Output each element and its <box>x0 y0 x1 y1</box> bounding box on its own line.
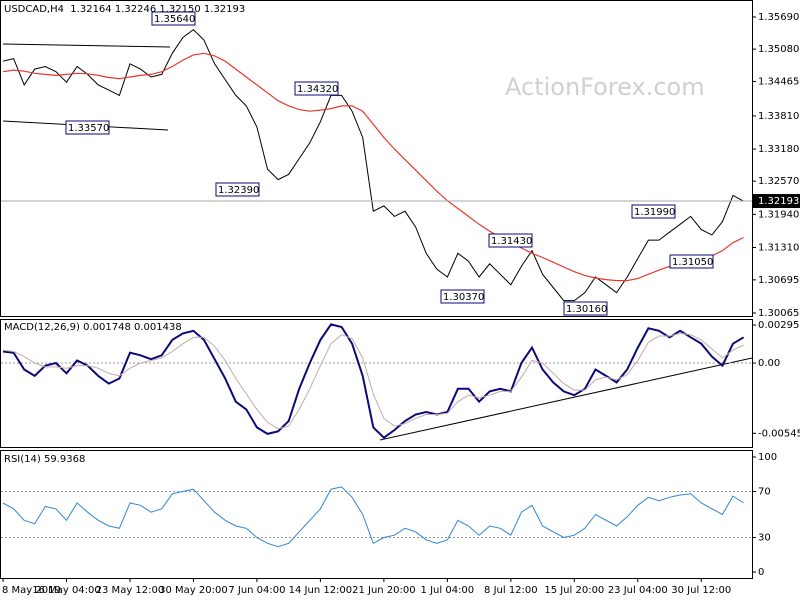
y-tick-label: -0.005455 <box>758 428 800 439</box>
channel-top <box>2 43 171 48</box>
price-annotation: 1.32390 <box>218 185 259 196</box>
x-tick-label: 23 Jul 04:00 <box>608 585 668 596</box>
price-panel <box>0 0 753 317</box>
x-tick-label: 7 Jun 04:00 <box>228 585 285 596</box>
series-line <box>2 332 744 430</box>
y-tick-label: 30 <box>758 533 771 544</box>
y-tick-label: 1.35690 <box>758 12 799 23</box>
price-annotation-box <box>65 120 110 135</box>
series-line <box>2 28 744 302</box>
y-tick-label: 70 <box>758 487 771 498</box>
y-tick-label: 1.35080 <box>758 44 799 55</box>
price-annotation: 1.30160 <box>566 304 607 315</box>
y-tick-label: 0 <box>758 567 764 578</box>
y-tick-label: 100 <box>758 452 777 463</box>
series-line <box>2 52 744 282</box>
price-annotation: 1.31050 <box>672 257 713 268</box>
price-annotation: 1.30370 <box>443 292 484 303</box>
y-tick-label: 1.31310 <box>758 242 799 253</box>
x-tick-label: 8 Jul 12:00 <box>484 585 538 596</box>
y-tick-label: 1.32570 <box>758 176 799 187</box>
x-tick-label: 15 Jul 20:00 <box>544 585 604 596</box>
last-price-label: 1.32193 <box>758 196 799 207</box>
price-annotation-box <box>151 11 196 26</box>
watermark: ActionForex.com <box>505 73 705 101</box>
y-tick-label: 1.33810 <box>758 111 799 122</box>
rsi-panel <box>0 450 753 579</box>
price-annotation-box <box>669 254 714 269</box>
x-tick-label: 30 May 20:00 <box>159 585 228 596</box>
x-tick-label: 1 Jul 04:00 <box>421 585 475 596</box>
last-price-box <box>752 194 800 209</box>
y-tick-label: 0.00 <box>758 358 780 369</box>
x-tick-label: 8 May 2019 <box>2 585 61 596</box>
y-tick-label: 1.33180 <box>758 144 799 155</box>
macd-panel <box>0 319 753 448</box>
price-annotation: 1.35640 <box>154 14 195 25</box>
price-annotation-box <box>631 204 676 219</box>
y-tick-label: 0.00295 <box>758 320 799 331</box>
macd-trendline <box>379 357 753 441</box>
y-tick-label: 1.30065 <box>758 308 799 319</box>
series-line <box>2 486 744 548</box>
x-tick-label: 14 Jun 12:00 <box>289 585 353 596</box>
x-tick-label: 23 May 12:00 <box>96 585 165 596</box>
price-annotation: 1.31430 <box>491 236 532 247</box>
price-title: USDCAD,H4 1.32164 1.32246 1.32150 1.3219… <box>4 4 245 15</box>
price-annotation-box <box>563 301 608 316</box>
y-tick-label: 1.31940 <box>758 209 799 220</box>
rsi-title: RSI(14) 59.9368 <box>4 454 85 465</box>
price-annotation: 1.34320 <box>297 84 338 95</box>
y-tick-label: 1.30695 <box>758 275 799 286</box>
x-tick-label: 30 Jul 12:00 <box>671 585 731 596</box>
x-tick-label: 21 Jun 20:00 <box>352 585 416 596</box>
price-annotation-box <box>488 233 533 248</box>
price-annotation: 1.33570 <box>68 123 109 134</box>
price-annotation-box <box>440 289 485 304</box>
x-tick-label: 16 May 04:00 <box>32 585 101 596</box>
y-tick-label: 1.34465 <box>758 76 799 87</box>
price-annotation-box <box>215 182 260 197</box>
price-annotation-box <box>294 81 339 96</box>
macd-title: MACD(12,26,9) 0.001748 0.001438 <box>4 322 182 333</box>
price-annotation: 1.31990 <box>634 207 675 218</box>
